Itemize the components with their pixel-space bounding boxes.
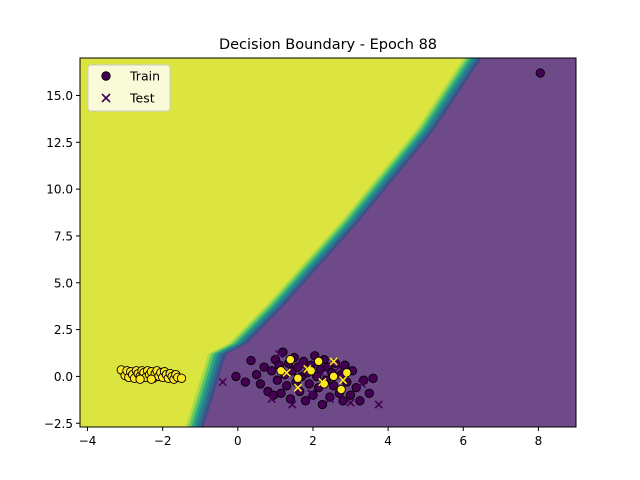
test-point: [329, 357, 338, 366]
train-point: [282, 381, 292, 391]
test-point: [318, 377, 327, 387]
legend-test-marker: [101, 93, 111, 103]
train-point: [285, 354, 296, 365]
x-tick-label: 0: [234, 434, 242, 448]
train-point: [251, 369, 262, 380]
plot-frame: [79, 57, 577, 428]
test-point: [303, 364, 312, 374]
train-point: [300, 396, 311, 406]
train-point: [293, 362, 303, 372]
x-tick-label: 6: [459, 434, 467, 448]
legend-test-label: Test: [129, 91, 155, 106]
test-point: [274, 349, 284, 359]
train-point: [304, 379, 314, 389]
test-point: [282, 368, 291, 377]
train-point: [364, 388, 374, 398]
legend-train-label: Train: [129, 69, 160, 84]
x-tick-label: −4: [79, 434, 97, 448]
train-point: [328, 371, 339, 382]
chart-title: Decision Boundary - Epoch 88: [219, 37, 437, 53]
train-point: [278, 347, 288, 357]
train-point: [342, 368, 352, 378]
train-point: [306, 366, 316, 376]
legend: Train Test: [87, 64, 171, 112]
train-point: [240, 377, 250, 387]
test-point: [267, 394, 276, 404]
test-point: [325, 394, 335, 404]
test-point: [306, 389, 316, 398]
train-point: [345, 390, 356, 400]
test-point: [297, 361, 306, 370]
train-point: [176, 373, 187, 383]
y-tick-label: −2.5: [44, 417, 73, 431]
x-tick-label: 8: [535, 434, 543, 448]
train-point: [276, 388, 286, 398]
train-point: [338, 396, 348, 406]
x-tick-label: −2: [154, 434, 172, 448]
test-point: [288, 400, 297, 409]
train-point: [293, 373, 303, 383]
train-point: [535, 68, 545, 78]
train-point: [146, 374, 157, 384]
train-point: [246, 355, 256, 366]
y-tick-label: 2.5: [54, 323, 73, 337]
train-point: [342, 377, 352, 387]
data-points: [116, 68, 545, 410]
test-point: [293, 383, 303, 392]
train-point: [272, 375, 282, 385]
train-point: [231, 371, 241, 382]
y-tick-label: 0.0: [54, 370, 73, 384]
train-point: [368, 373, 378, 383]
train-point: [135, 374, 145, 384]
train-point: [317, 399, 328, 410]
test-point: [316, 368, 325, 377]
decision-boundary-bands: [80, 58, 482, 427]
test-point: [374, 400, 383, 409]
train-point: [259, 362, 269, 372]
y-axis: −2.5 0.0 2.5 5.0 7.5 10.0 12.5 15.0: [44, 89, 80, 431]
train-point: [359, 375, 369, 385]
test-point: [338, 376, 348, 385]
test-point: [218, 377, 227, 387]
legend-train-marker: [101, 71, 111, 81]
x-tick-label: 2: [309, 434, 317, 448]
y-tick-label: 12.5: [46, 136, 73, 150]
train-point: [328, 381, 339, 391]
train-point: [336, 384, 346, 395]
train-point: [351, 383, 361, 393]
test-point: [357, 379, 366, 389]
x-tick-label: 4: [384, 434, 392, 448]
train-point: [313, 356, 324, 367]
test-point: [346, 398, 355, 407]
y-tick-label: 15.0: [46, 89, 73, 103]
train-point: [295, 386, 305, 397]
train-point: [355, 396, 365, 406]
y-tick-label: 10.0: [46, 183, 73, 197]
y-tick-label: 7.5: [54, 229, 73, 243]
plot-area: [80, 58, 576, 427]
y-tick-label: 5.0: [54, 276, 73, 290]
x-axis: −4 −2 0 2 4 6 8: [79, 427, 543, 448]
class-1-region: [80, 58, 464, 427]
train-point: [255, 379, 266, 389]
train-point: [266, 366, 277, 376]
train-point: [325, 392, 335, 402]
